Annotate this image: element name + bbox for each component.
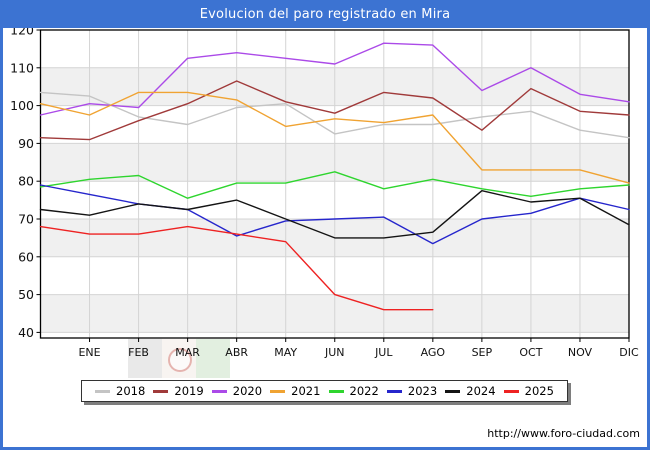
y-tick-label: 40	[18, 325, 34, 340]
series-line-2018	[39, 91, 630, 139]
legend-swatch-2021	[270, 389, 286, 393]
flag-emblem-icon	[168, 348, 192, 372]
legend-entry-2024: 2024	[445, 384, 496, 398]
legend-swatch-2020	[211, 389, 227, 393]
x-tick-label: SEP	[472, 346, 493, 359]
x-tick-label: FEB	[128, 346, 149, 359]
legend-label-2023: 2023	[407, 384, 438, 398]
x-tick-label: ABR	[225, 346, 248, 359]
series-line-2025	[39, 225, 434, 311]
legend-entry-2021: 2021	[270, 384, 320, 398]
municipal-flag-watermark	[128, 339, 230, 378]
y-tick-label: 110	[10, 60, 34, 75]
plot-frame	[39, 29, 630, 339]
x-tick-label: NOV	[568, 346, 593, 359]
series-line-2024	[39, 189, 630, 239]
series-line-2022	[39, 171, 630, 199]
legend-label-2021: 2021	[291, 384, 321, 398]
x-tick-label: JUL	[374, 346, 393, 359]
legend-label-2019: 2019	[174, 384, 204, 398]
source-url: http://www.foro-ciudad.com	[487, 427, 640, 440]
x-tick-label: MAR	[175, 346, 200, 359]
x-tick-label: MAY	[274, 346, 297, 359]
chart-legend: 2018 2019 2020 2021 2022 2023 2024 2025	[81, 380, 568, 402]
legend-swatch-2025	[503, 389, 519, 393]
x-tick-label: OCT	[519, 346, 542, 359]
y-tick-label: 50	[18, 287, 34, 302]
flag-stripe-right	[196, 339, 230, 378]
legend-swatch-2022	[328, 389, 344, 393]
legend-entry-2022: 2022	[328, 384, 379, 398]
series-line-2019	[39, 80, 630, 141]
x-tick-label: ENE	[78, 346, 100, 359]
x-tick-label: JUN	[324, 346, 345, 359]
legend-label-2025: 2025	[524, 384, 554, 398]
legend-swatch-2019	[153, 389, 169, 393]
y-tick-label: 100	[10, 98, 34, 113]
legend-swatch-2024	[445, 389, 461, 393]
legend-entry-2019: 2019	[153, 384, 204, 398]
legend-label-2024: 2024	[466, 384, 496, 398]
legend-entry-2018: 2018	[95, 384, 145, 398]
y-tick-label: 90	[18, 136, 34, 151]
legend-label-2018: 2018	[116, 384, 146, 398]
y-tick-label: 60	[18, 249, 34, 264]
legend-label-2022: 2022	[349, 384, 379, 398]
series-line-2021	[39, 91, 630, 184]
chart-title: Evolucion del paro registrado en Mira	[199, 6, 451, 22]
legend-swatch-2018	[95, 389, 110, 393]
legend-entry-2025: 2025	[503, 384, 554, 398]
legend-swatch-2023	[386, 389, 402, 393]
series-line-2020	[39, 42, 630, 116]
x-tick-label: AGO	[421, 346, 446, 359]
legend-entry-2023: 2023	[386, 384, 438, 398]
chart-title-bar: Evolucion del paro registrado en Mira	[0, 0, 650, 28]
y-tick-label: 70	[18, 212, 34, 227]
x-tick-label: DIC	[619, 346, 639, 359]
legend-entry-2020: 2020	[211, 384, 263, 398]
y-tick-label: 80	[18, 174, 34, 189]
legend-label-2020: 2020	[232, 384, 263, 398]
flag-stripe-left	[128, 339, 162, 378]
